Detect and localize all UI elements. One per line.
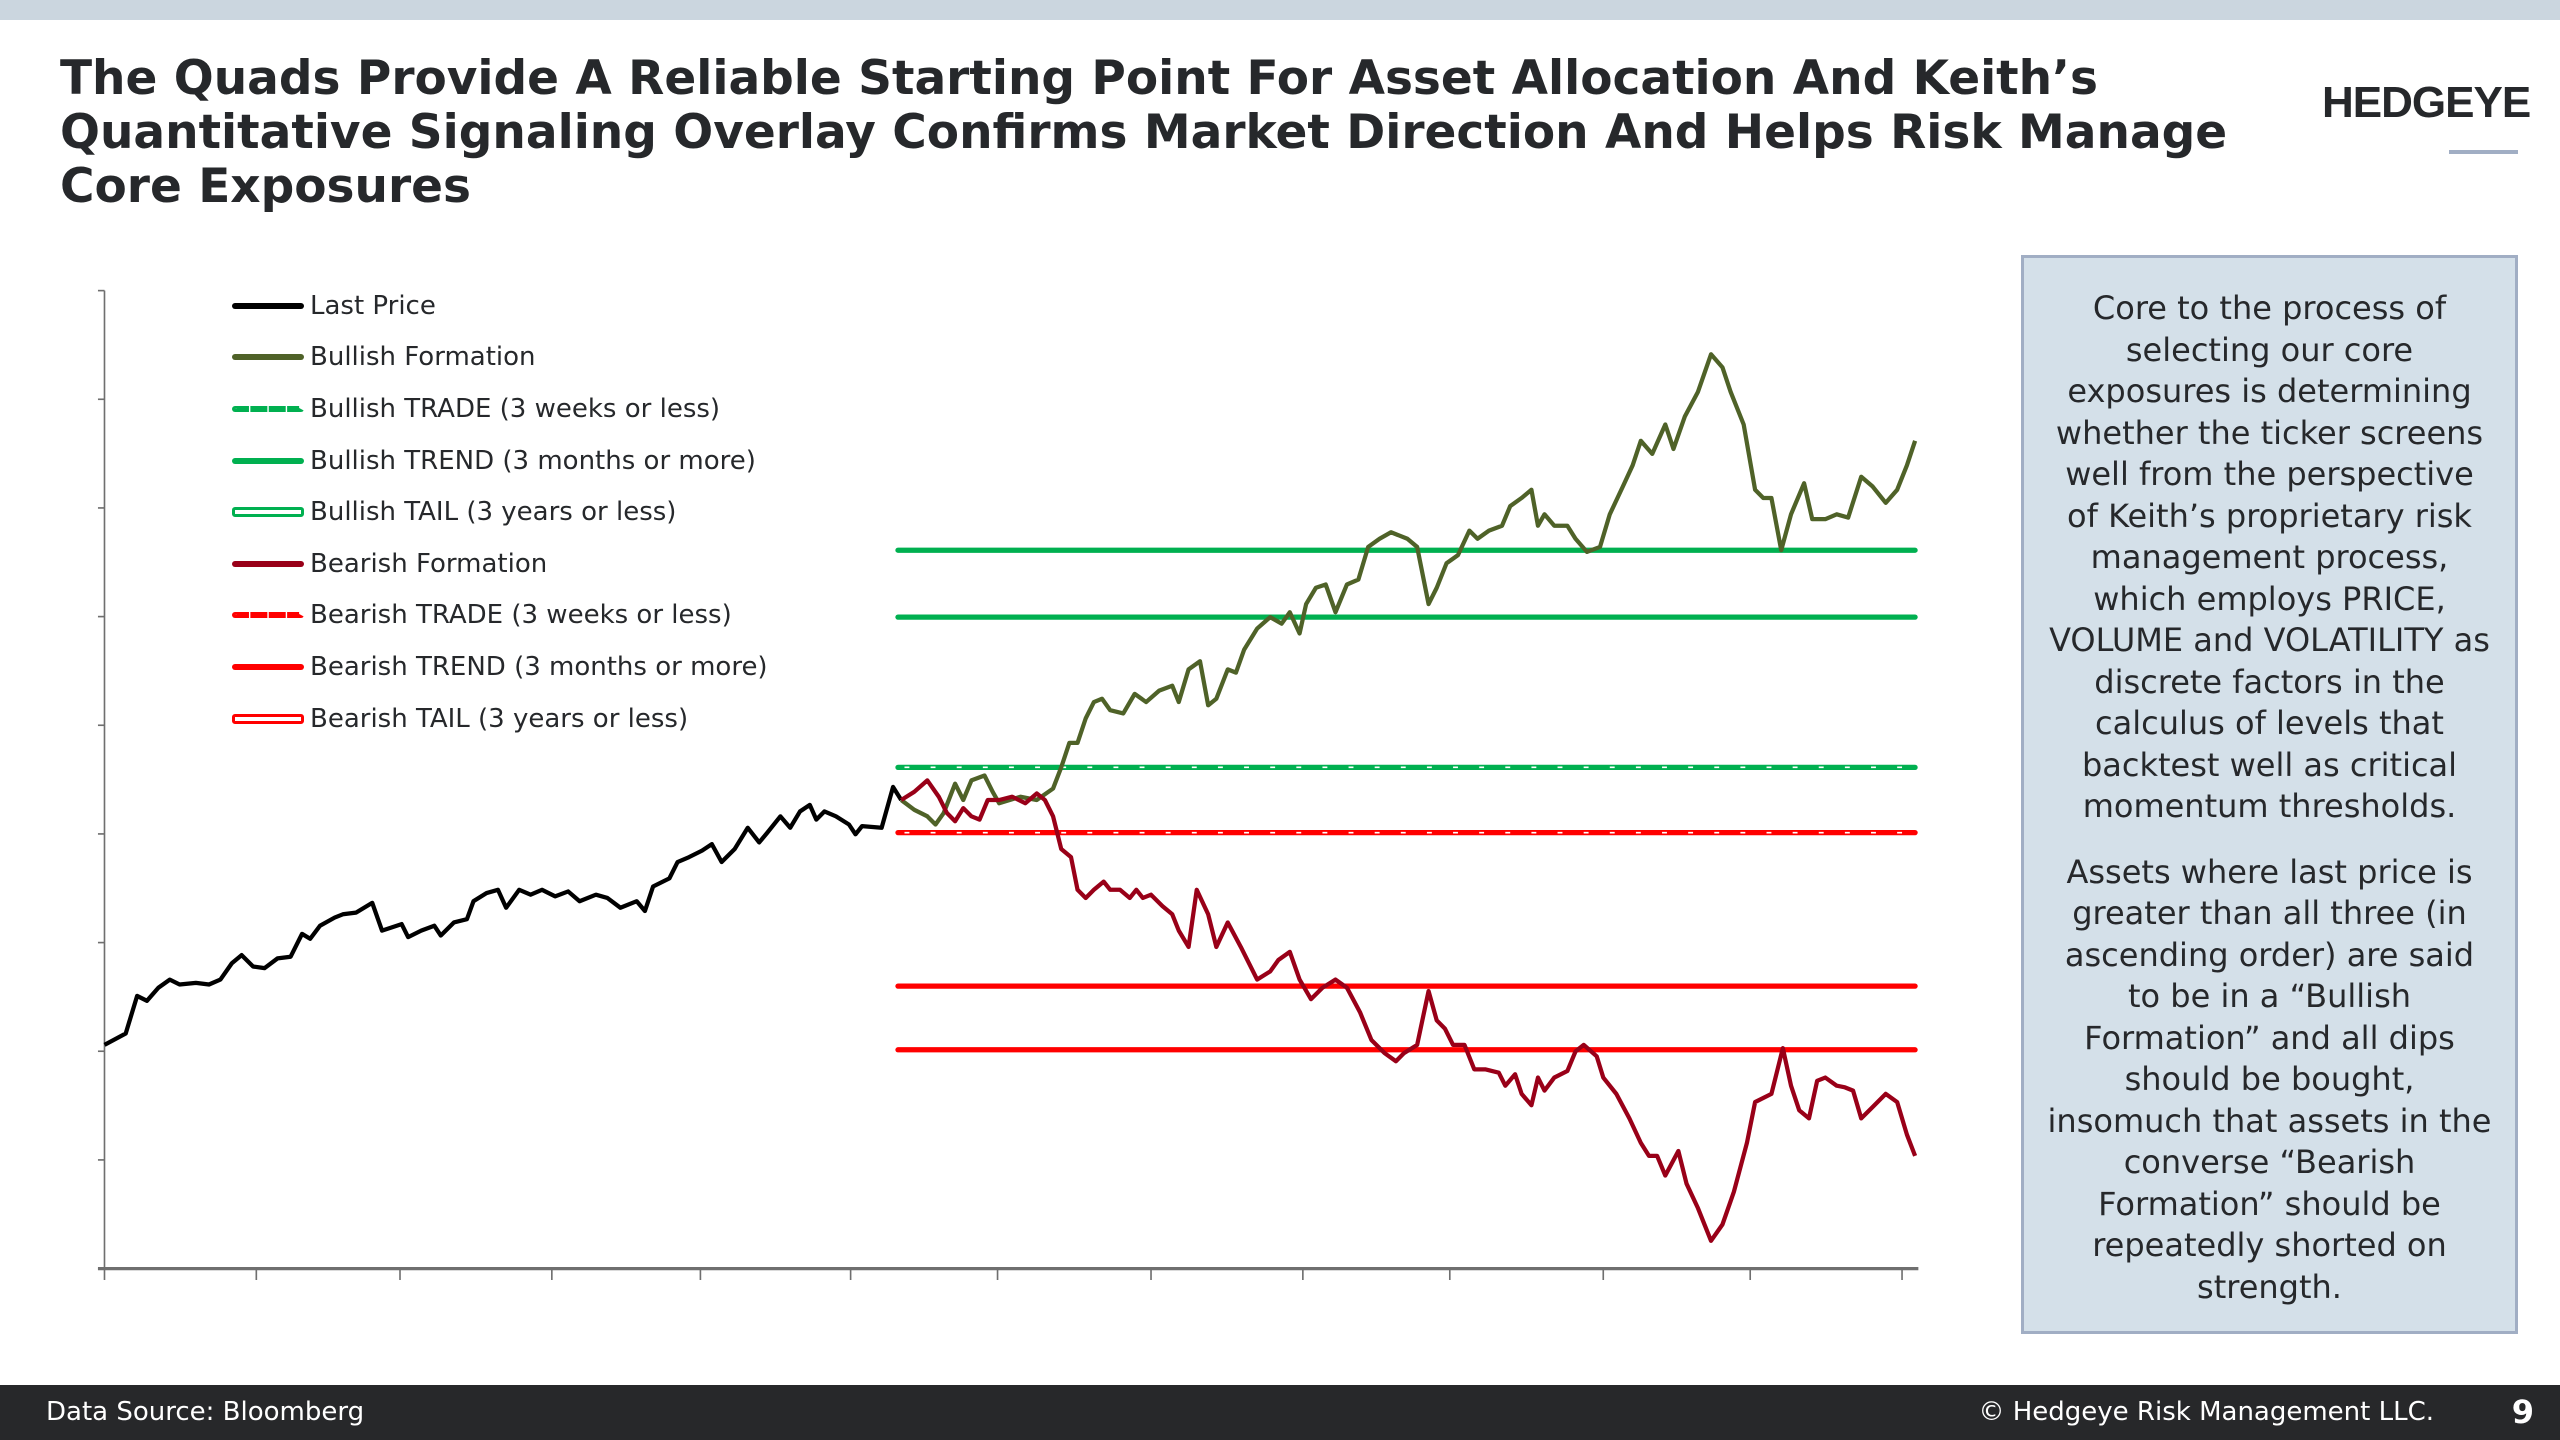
- legend-label: Bullish TAIL (3 years or less): [310, 497, 677, 528]
- top-bar: [0, 0, 2560, 20]
- legend-item: Bearish Formation: [232, 538, 768, 590]
- legend-swatch: [232, 713, 304, 724]
- legend-item: Last Price: [232, 280, 768, 332]
- legend-swatch: [232, 354, 304, 361]
- page-title: The Quads Provide A Reliable Starting Po…: [60, 51, 2228, 214]
- legend-swatch: [232, 560, 304, 567]
- explanation-paragraph-2: Assets where last price is greater than …: [2047, 852, 2492, 1306]
- legend-item: Bearish TREND (3 months or more): [232, 641, 768, 693]
- legend-item: Bullish Formation: [232, 332, 768, 384]
- legend-swatch: [232, 457, 304, 464]
- footer: Data Source: Bloomberg © Hedgeye Risk Ma…: [0, 1385, 2560, 1440]
- legend-label: Bearish Formation: [310, 548, 548, 579]
- chart-legend: Last Price Bullish Formation Bullish TRADE…: [232, 280, 768, 744]
- explanation-paragraph-1: Core to the process of selecting our cor…: [2049, 289, 2490, 825]
- legend-swatch: [232, 612, 304, 619]
- legend-label: Bearish TRADE (3 weeks or less): [310, 600, 732, 631]
- hedgeye-logo: HEDGEYE: [2322, 78, 2531, 127]
- legend-swatch: [232, 405, 304, 412]
- last-price-series-line: [103, 784, 904, 1047]
- legend-item: Bearish TRADE (3 weeks or less): [232, 590, 768, 642]
- legend-label: Bullish TREND (3 months or more): [310, 445, 756, 476]
- legend-label: Last Price: [310, 290, 436, 321]
- explanation-box: Core to the process of selecting our cor…: [2021, 255, 2518, 1334]
- bearish-formation-series-line: [900, 778, 1918, 1243]
- legend-swatch: [232, 663, 304, 670]
- data-source: Data Source: Bloomberg: [46, 1397, 365, 1427]
- legend-item: Bearish TAIL (3 years or less): [232, 693, 768, 745]
- legend-label: Bearish TAIL (3 years or less): [310, 703, 689, 734]
- page-number: 9: [2511, 1393, 2534, 1431]
- legend-item: Bullish TAIL (3 years or less): [232, 486, 768, 538]
- legend-item: Bullish TREND (3 months or more): [232, 435, 768, 487]
- bullish-formation-series-line: [899, 352, 1918, 827]
- legend-swatch: [232, 507, 304, 518]
- legend-item: Bullish TRADE (3 weeks or less): [232, 383, 768, 435]
- legend-label: Bullish Formation: [310, 342, 536, 373]
- logo-underline: [2449, 150, 2518, 154]
- copyright: © Hedgeye Risk Management LLC.: [1978, 1397, 2434, 1427]
- legend-label: Bullish TRADE (3 weeks or less): [310, 393, 721, 424]
- legend-label: Bearish TREND (3 months or more): [310, 651, 768, 682]
- legend-swatch: [232, 302, 304, 309]
